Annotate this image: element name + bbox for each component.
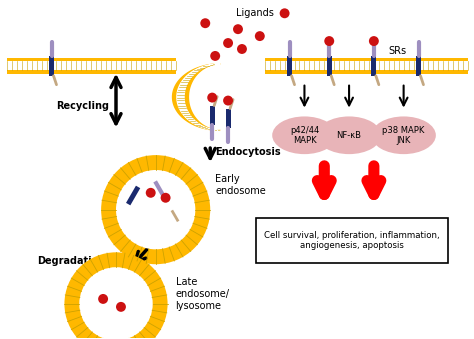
Text: p42/44
MAPK: p42/44 MAPK xyxy=(290,125,319,145)
Text: Degradation: Degradation xyxy=(36,256,105,266)
Circle shape xyxy=(146,188,155,198)
Bar xyxy=(265,58,468,74)
Circle shape xyxy=(207,93,217,103)
Circle shape xyxy=(79,267,153,339)
Circle shape xyxy=(210,51,220,61)
Bar xyxy=(210,105,215,125)
Circle shape xyxy=(369,36,379,46)
Bar xyxy=(7,58,175,74)
Ellipse shape xyxy=(272,116,337,154)
Circle shape xyxy=(98,294,108,304)
Circle shape xyxy=(237,44,247,54)
Circle shape xyxy=(280,8,290,18)
Circle shape xyxy=(161,193,171,203)
Bar xyxy=(226,108,230,128)
Circle shape xyxy=(201,18,210,28)
Bar xyxy=(126,186,140,205)
Circle shape xyxy=(233,24,243,34)
Circle shape xyxy=(116,302,126,312)
Bar xyxy=(265,61,468,70)
Circle shape xyxy=(223,96,233,105)
Text: NF-κB: NF-κB xyxy=(337,131,362,140)
Ellipse shape xyxy=(372,116,436,154)
Bar xyxy=(372,56,376,76)
Circle shape xyxy=(116,170,195,250)
FancyBboxPatch shape xyxy=(256,218,448,263)
Bar xyxy=(327,56,332,76)
Text: Endocytosis: Endocytosis xyxy=(215,147,281,157)
Bar xyxy=(49,56,54,76)
Text: Cell survival, proliferation, inflammation,
angiogenesis, apoptosis: Cell survival, proliferation, inflammati… xyxy=(264,231,440,250)
Bar xyxy=(287,56,292,76)
Ellipse shape xyxy=(317,116,381,154)
Text: SRs: SRs xyxy=(389,46,407,56)
Text: Early
endosome: Early endosome xyxy=(215,174,266,196)
Polygon shape xyxy=(173,64,220,130)
Text: Ligands: Ligands xyxy=(236,8,274,18)
Circle shape xyxy=(223,38,233,48)
Text: p38 MAPK
JNK: p38 MAPK JNK xyxy=(383,125,425,145)
Circle shape xyxy=(101,155,210,264)
Bar xyxy=(416,56,421,76)
Circle shape xyxy=(324,36,334,46)
Text: Late
endosome/
lysosome: Late endosome/ lysosome xyxy=(175,277,229,311)
Polygon shape xyxy=(177,64,220,130)
Bar xyxy=(7,61,175,70)
Circle shape xyxy=(255,31,265,41)
Text: Recycling: Recycling xyxy=(56,101,109,111)
Circle shape xyxy=(64,252,168,339)
